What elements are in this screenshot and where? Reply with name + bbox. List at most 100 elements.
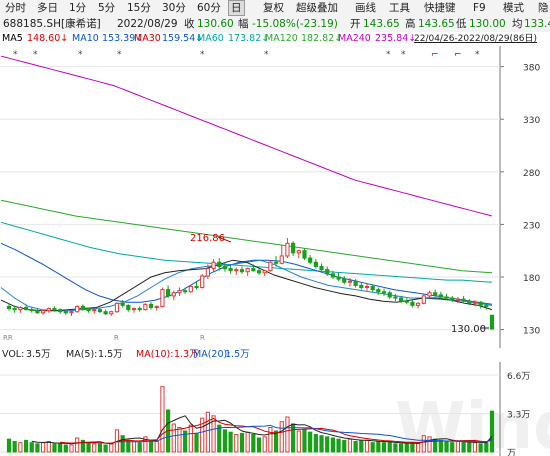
volume-bar xyxy=(194,432,199,453)
tab-1min[interactable]: 1分 xyxy=(69,2,87,14)
volume-bar xyxy=(239,432,245,453)
candle xyxy=(92,308,97,314)
candle xyxy=(126,304,131,312)
candle xyxy=(58,308,63,314)
volume-bar xyxy=(177,427,182,453)
event-star-marker[interactable]: * xyxy=(78,50,83,60)
candle xyxy=(444,293,449,301)
candle xyxy=(23,304,29,311)
tab-15min[interactable]: 15分 xyxy=(127,2,151,14)
candle xyxy=(478,301,483,309)
quote-date: 2022/08/29 xyxy=(117,18,178,30)
volume-bar xyxy=(421,435,426,453)
volume-chart[interactable]: Wind 6.6万 3.3万万 xyxy=(0,362,550,456)
ma30-value: 159.54↓ xyxy=(162,33,204,44)
event-flag-marker[interactable]: ⌐ xyxy=(431,50,439,60)
rr-marker-left: RR xyxy=(3,334,13,342)
draw-line-button[interactable]: 画线 xyxy=(355,2,376,14)
volume-bar xyxy=(438,439,443,453)
tab-30min[interactable]: 30分 xyxy=(162,2,186,14)
volume-bar xyxy=(450,442,455,453)
volume-bar xyxy=(325,436,330,453)
hide-button[interactable]: 隐 xyxy=(538,2,549,14)
candle xyxy=(12,305,17,313)
volume-bar xyxy=(6,438,12,453)
f9-button[interactable]: F9 xyxy=(473,2,486,14)
tab-60min[interactable]: 60分 xyxy=(197,2,221,14)
event-star-marker[interactable]: * xyxy=(475,50,480,60)
mode-button[interactable]: 模式 xyxy=(503,2,524,14)
candle xyxy=(35,308,40,314)
candle xyxy=(183,287,188,294)
candle xyxy=(103,309,108,315)
candle xyxy=(6,303,12,311)
price-axis-label: 130 xyxy=(523,327,540,337)
event-star-marker[interactable]: * xyxy=(13,50,18,60)
candle xyxy=(484,303,489,310)
volume-bar xyxy=(217,424,222,453)
tab-5min[interactable]: 5分 xyxy=(98,2,116,14)
candle xyxy=(222,262,228,272)
candle xyxy=(137,306,142,312)
change-value: -15.08%(-23.19) xyxy=(252,18,338,30)
price-chart[interactable]: 380 330 280 230 180 130 * * * * * * * * * ⌐ ⌐ 216.86 13… xyxy=(0,46,550,348)
volume-bar xyxy=(120,435,125,453)
tools-button[interactable]: 工具 xyxy=(389,2,410,14)
candle xyxy=(404,298,409,305)
volume-bar xyxy=(256,437,262,453)
shortcut-button[interactable]: 快捷键 xyxy=(424,2,456,14)
candle xyxy=(273,255,279,267)
volume-bar xyxy=(330,437,335,453)
super-overlay-button[interactable]: 超级叠加 xyxy=(296,2,338,14)
tab-timeshare[interactable]: 分时 xyxy=(5,2,26,14)
candle xyxy=(211,259,216,272)
ma-legend: MA5 148.60↓ MA10 153.39↓ MA30 159.54↓ MA… xyxy=(0,32,550,46)
adjust-button[interactable]: 复权 xyxy=(263,2,284,14)
tab-multi-day[interactable]: 多日 xyxy=(37,2,58,14)
volume-bar xyxy=(222,429,228,453)
candle xyxy=(75,305,80,313)
volume-bar xyxy=(467,441,472,453)
candle xyxy=(188,285,193,293)
candle xyxy=(251,264,256,272)
tab-daily[interactable]: 日 xyxy=(228,0,245,16)
volume-bar xyxy=(262,436,267,453)
candle xyxy=(438,291,443,300)
ma60-value: 173.82↓ xyxy=(228,33,270,44)
candle xyxy=(63,309,68,315)
high-label: 高 xyxy=(405,18,416,30)
price-axis-label: 280 xyxy=(523,169,540,179)
candle xyxy=(177,287,182,296)
event-star-marker[interactable]: * xyxy=(386,50,391,60)
ma120-line xyxy=(0,199,493,274)
event-star-marker[interactable]: * xyxy=(401,50,406,60)
ma240-value: 235.84↓ xyxy=(375,33,417,44)
vol-label: VOL: xyxy=(2,349,25,360)
volume-bar xyxy=(58,443,63,453)
event-star-marker[interactable]: * xyxy=(117,50,122,60)
event-flag-marker[interactable]: ⌐ xyxy=(454,50,462,60)
volume-bar xyxy=(427,436,432,453)
event-star-marker[interactable]: * xyxy=(33,50,38,60)
ma120-value: 182.82↓ xyxy=(301,33,343,44)
candle xyxy=(302,248,307,261)
open-label: 开 xyxy=(350,18,361,30)
volume-bar xyxy=(18,442,23,453)
candle xyxy=(308,254,313,265)
date-range: 22/04/26-2022/08/29(86日) xyxy=(414,34,538,44)
candle xyxy=(279,245,284,265)
candle xyxy=(154,305,159,311)
close-label: 收 xyxy=(184,18,195,30)
event-star-marker[interactable]: * xyxy=(200,50,205,60)
candle xyxy=(143,303,148,311)
event-star-marker[interactable]: * xyxy=(264,50,269,60)
volume-bar xyxy=(131,441,137,453)
price-axis-label: 380 xyxy=(523,64,540,74)
high-value: 143.65 xyxy=(418,18,455,30)
volume-bar xyxy=(137,442,142,453)
candle xyxy=(120,300,125,308)
volume-bar xyxy=(234,434,239,453)
candle xyxy=(245,267,250,276)
volume-bar xyxy=(245,431,250,453)
